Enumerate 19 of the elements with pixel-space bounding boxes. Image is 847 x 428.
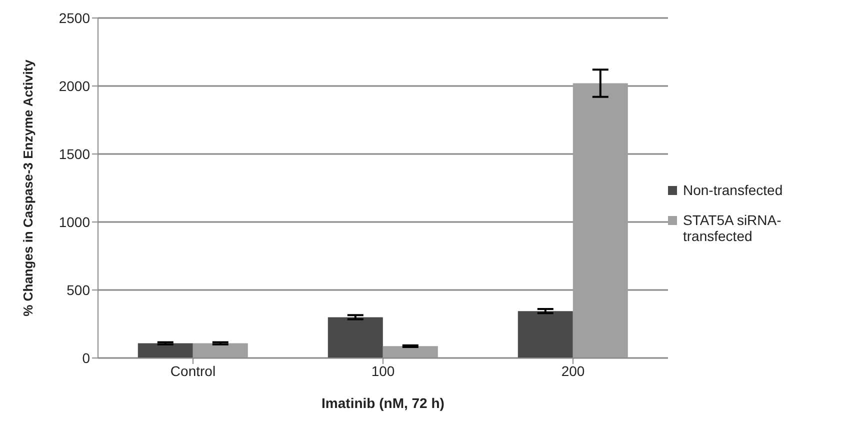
y-tick-label: 0	[82, 350, 90, 366]
y-tick-label: 1000	[58, 214, 90, 230]
y-axis-title: % Changes in Caspase-3 Enzyme Activity	[20, 58, 36, 316]
bar	[518, 311, 573, 358]
bar	[382, 346, 438, 358]
x-tick-label: Control	[170, 362, 216, 379]
bar	[328, 317, 383, 358]
legend-label: STAT5A siRNA-transfected	[683, 212, 782, 244]
y-tick-label: 500	[66, 282, 90, 298]
y-tick-label: 1500	[58, 146, 90, 162]
x-tick-label: 200	[561, 362, 585, 379]
x-tick-label: 100	[371, 362, 395, 379]
bar	[138, 343, 193, 358]
y-tick-label: 2500	[58, 10, 90, 26]
bar	[192, 343, 248, 358]
y-tick-label: 2000	[58, 78, 90, 94]
legend-label: Non-transfected	[683, 182, 783, 198]
x-axis-title: Imatinib (nM, 72 h)	[322, 395, 444, 411]
bar	[572, 83, 628, 358]
